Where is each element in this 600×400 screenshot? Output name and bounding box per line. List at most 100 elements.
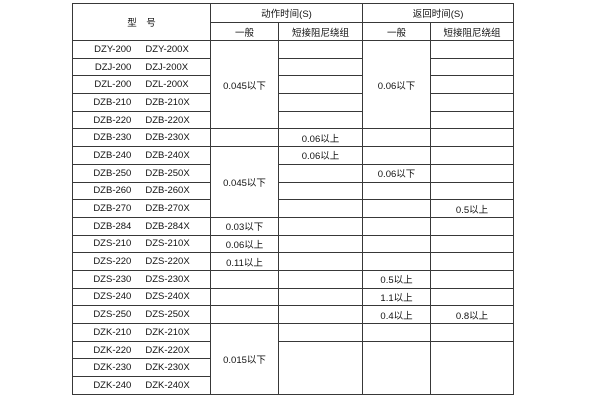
action-damper-cell xyxy=(277,163,364,183)
model-name: DZB-230 xyxy=(93,132,132,144)
model-cell: DZB-230 DZB-230X xyxy=(72,128,211,148)
return-damper-cell xyxy=(430,287,515,307)
model-name: DZB-220 xyxy=(93,114,132,126)
model-name: DZK-210 xyxy=(93,326,132,338)
model-name: DZB-210 xyxy=(93,96,132,108)
return-damper-cell xyxy=(430,234,515,254)
model-name: DZS-220X xyxy=(145,256,190,268)
action-damper-cell xyxy=(277,57,364,77)
model-name: DZS-250X xyxy=(145,309,190,321)
action-damper-cell: 0.06以上 xyxy=(277,128,364,148)
model-cell: DZJ-200 DZJ-200X xyxy=(72,57,211,77)
model-name: DZB-284 xyxy=(93,220,132,232)
return-damper-cell xyxy=(430,40,515,59)
return-general-cell xyxy=(362,181,432,201)
header-return-time: 返回时间(S) xyxy=(362,3,515,23)
model-name: DZL-200X xyxy=(145,79,189,91)
action-damper-cell xyxy=(277,199,364,218)
action-damper-cell xyxy=(277,287,364,307)
table-row: DZK-240 DZK-240X xyxy=(72,376,514,395)
model-cell: DZY-200 DZY-200X xyxy=(72,40,211,59)
model-cell: DZS-250 DZS-250X xyxy=(72,305,211,324)
table-row: DZY-200 DZY-200X 0.045以下 0.06以下 xyxy=(72,39,515,130)
return-general-cell: 0.06以下 xyxy=(362,163,432,183)
return-general-cell xyxy=(362,199,432,218)
return-general-cell xyxy=(362,128,432,148)
action-general-cell: 0.015以下 xyxy=(210,323,279,395)
return-damper-cell: 0.8以上 xyxy=(430,305,515,324)
table-row: DZB-270 DZB-270X 0.5以上 xyxy=(72,199,515,218)
action-damper-cell xyxy=(277,216,364,236)
table-row: DZB-240 DZB-240X 0.045以下 0.06以上 xyxy=(72,146,515,218)
model-cell: DZS-220 DZS-220X xyxy=(72,252,211,271)
return-damper-cell xyxy=(430,340,515,395)
header-action-time: 动作时间(S) xyxy=(209,3,364,23)
model-name: DZK-210X xyxy=(145,326,190,338)
table-row: DZB-220 DZB-220X xyxy=(72,110,515,130)
header-action-general: 一般 xyxy=(210,22,279,41)
return-general-cell: 0.4以上 xyxy=(362,305,432,324)
model-name: DZB-210X xyxy=(145,96,190,108)
header-action-damper: 短接阻尼绕组 xyxy=(277,22,364,41)
action-damper-cell: 0.06以上 xyxy=(277,146,364,165)
model-name: DZL-200 xyxy=(94,79,132,91)
table-row: DZB-260 DZB-260X xyxy=(72,181,515,201)
return-general-cell: 0.5以上 xyxy=(362,269,432,289)
model-name: DZK-220X xyxy=(145,344,190,356)
action-damper-cell xyxy=(277,305,364,324)
return-damper-cell xyxy=(430,252,515,271)
model-name: DZB-250 xyxy=(93,167,132,179)
model-name: DZB-260 xyxy=(93,185,132,197)
model-cell: DZK-240 DZK-240X xyxy=(72,376,211,395)
return-damper-cell xyxy=(430,75,515,95)
table-row: DZB-210 DZB-210X xyxy=(72,93,515,112)
relay-spec-table-wrap: 型 号 动作时间(S) 返回时间(S) 一般 短接阻尼绕组 一般 短接阻尼绕组 … xyxy=(72,3,515,395)
model-cell: DZB-210 DZB-210X xyxy=(72,93,211,112)
model-name: DZS-250 xyxy=(93,309,132,321)
model-name: DZS-240X xyxy=(145,291,190,303)
model-cell: DZS-240 DZS-240X xyxy=(72,287,211,307)
model-name: DZK-240 xyxy=(93,379,132,391)
table-row: DZS-230 DZS-230X 0.5以上 xyxy=(72,269,515,289)
action-damper-cell xyxy=(277,323,364,342)
model-name: DZY-200 xyxy=(94,43,132,55)
table-row: DZJ-200 DZJ-200X xyxy=(72,57,515,77)
table-row: DZL-200 DZL-200X xyxy=(72,75,515,95)
return-damper-cell xyxy=(430,163,515,183)
model-name: DZB-220X xyxy=(145,114,190,126)
model-name: DZB-270 xyxy=(93,203,132,215)
model-name: DZB-240 xyxy=(93,149,132,161)
return-damper-cell xyxy=(430,269,515,289)
model-cell: DZB-284 DZB-284X xyxy=(72,216,211,236)
model-name: DZK-220 xyxy=(93,344,132,356)
model-name: DZS-230 xyxy=(93,273,132,285)
return-damper-cell xyxy=(430,57,515,77)
model-cell: DZB-250 DZB-250X xyxy=(72,163,211,183)
model-cell: DZL-200 DZL-200X xyxy=(72,75,211,95)
model-cell: DZK-220 DZK-220X xyxy=(72,340,211,360)
model-name: DZS-230X xyxy=(145,273,190,285)
action-damper-cell xyxy=(277,110,364,130)
action-general-cell xyxy=(210,305,279,324)
table-row: DZK-210 DZK-210X 0.015以下 xyxy=(72,323,515,395)
model-name: DZS-220 xyxy=(93,256,132,268)
model-cell: DZK-230 DZK-230X xyxy=(72,358,211,378)
table-row: DZS-240 DZS-240X 1.1以上 xyxy=(72,287,515,307)
action-general-cell xyxy=(210,128,279,148)
action-damper-cell xyxy=(277,40,364,59)
action-general-cell: 0.06以上 xyxy=(210,234,279,254)
model-name: DZB-284X xyxy=(145,220,190,232)
action-general-cell: 0.045以下 xyxy=(210,39,279,130)
table-row: DZS-250 DZS-250X 0.4以上 0.8以上 xyxy=(72,305,515,324)
model-name: DZS-240 xyxy=(93,291,132,303)
return-general-cell xyxy=(362,340,432,395)
action-general-cell: 0.11以上 xyxy=(210,252,279,271)
model-cell: DZB-220 DZB-220X xyxy=(72,110,211,130)
table-row: DZB-284 DZB-284X 0.03以下 xyxy=(72,216,515,236)
model-name: DZK-230X xyxy=(145,362,190,374)
header-return-damper: 短接阻尼绕组 xyxy=(430,22,515,41)
model-name: DZK-240X xyxy=(145,379,190,391)
action-damper-cell xyxy=(277,93,364,112)
table-row: DZS-220 DZS-220X 0.11以上 xyxy=(72,252,515,271)
action-damper-cell xyxy=(277,340,364,395)
